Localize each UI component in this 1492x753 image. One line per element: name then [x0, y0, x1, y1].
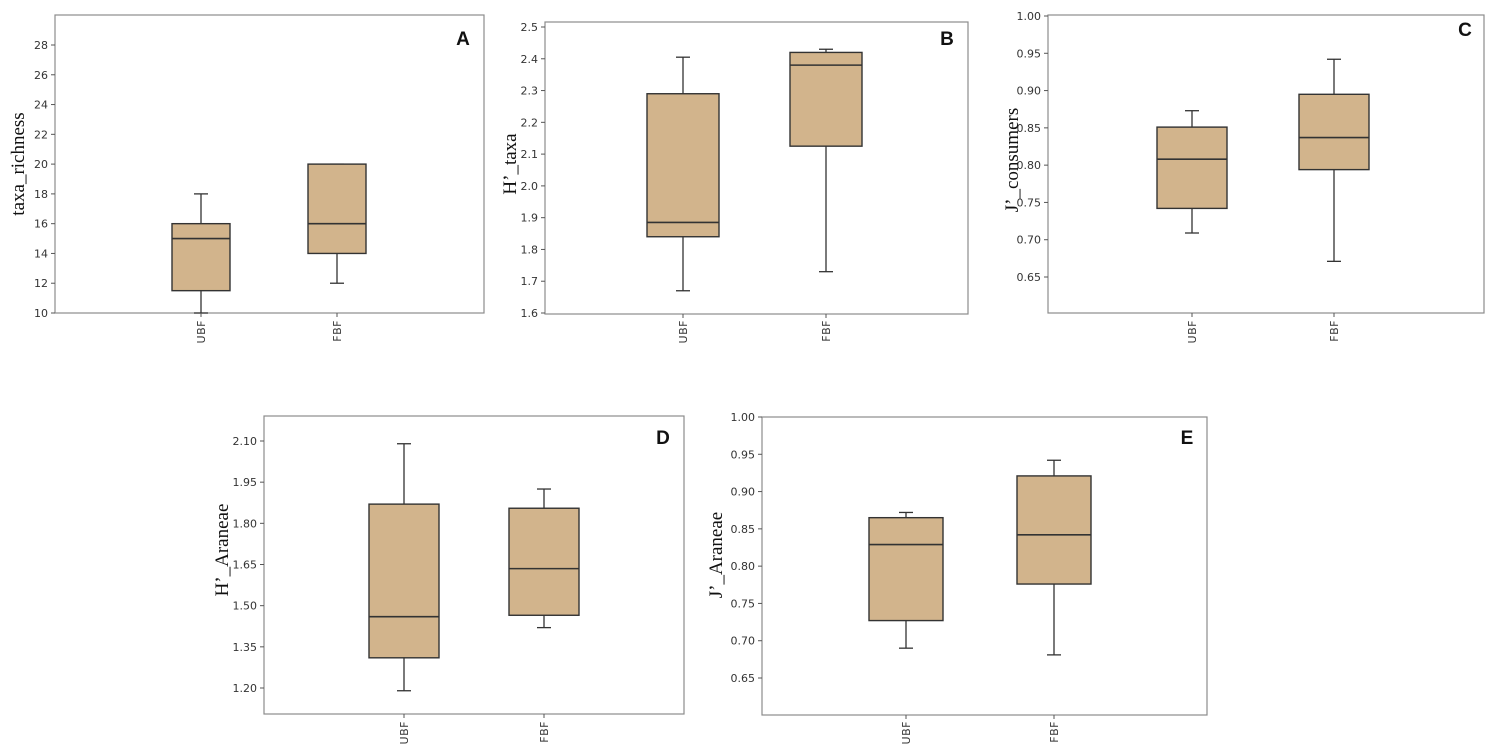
y-tick-label: 0.95: [731, 448, 756, 461]
y-axis-label: J’_consumers: [1002, 108, 1023, 212]
y-tick-label: 0.80: [1017, 159, 1042, 172]
y-tick-label: 1.00: [1017, 10, 1042, 23]
y-tick-label: 2.1: [521, 148, 539, 161]
panel-A: 10 12 14 16 18 20 22 24 26 28 taxa_richness A UBF FBF: [8, 14, 485, 343]
y-tick-label: 1.6: [521, 307, 539, 320]
iqr-box: [1016, 475, 1092, 585]
x-category-label: UBF: [677, 320, 690, 343]
panel-letter: C: [1458, 20, 1472, 41]
iqr-box: [1298, 93, 1370, 171]
y-tick-label: 0.75: [731, 597, 756, 610]
y-tick-label: 1.65: [233, 559, 258, 572]
box-ubf: UBF: [171, 193, 231, 343]
iqr-box: [1156, 126, 1228, 210]
y-tick-label: 1.95: [233, 476, 258, 489]
panel-D: 1.20 1.35 1.50 1.65 1.80 1.95 2.10 H’_Araneae D U…: [212, 415, 685, 744]
x-category-label: FBF: [1048, 721, 1061, 743]
panel-C: 0.65 0.70 0.75 0.80 0.85 0.90 0.95 1.00 J’_consu…: [1002, 10, 1485, 343]
x-category-label: FBF: [1328, 320, 1341, 342]
y-axis-label: J’_Araneae: [706, 512, 727, 599]
panel-letter: D: [656, 428, 670, 449]
y-tick-label: 1.00: [731, 411, 756, 424]
iqr-box: [508, 507, 580, 616]
plot-frame: [544, 21, 969, 315]
x-category-label: UBF: [398, 721, 411, 744]
y-tick-label: 2.3: [521, 85, 539, 98]
plot-frame: [263, 415, 685, 715]
y-tick-label: 16: [34, 218, 48, 231]
y-tick-label: 1.50: [233, 600, 258, 613]
y-tick-label: 26: [34, 69, 48, 82]
y-tick-label: 0.70: [1017, 234, 1042, 247]
y-tick-label: 0.90: [731, 486, 756, 499]
iqr-box: [307, 163, 367, 255]
iqr-box: [646, 93, 720, 238]
y-tick-label: 1.9: [521, 212, 539, 225]
iqr-box: [789, 51, 863, 147]
y-tick-label: 0.95: [1017, 47, 1042, 60]
box-ubf: UBF: [368, 443, 440, 744]
x-category-label: FBF: [820, 320, 833, 342]
y-tick-label: 2.4: [521, 53, 539, 66]
y-tick-label: 0.90: [1017, 85, 1042, 98]
y-axis-label: H’_Araneae: [212, 504, 233, 597]
y-tick-label: 0.65: [731, 672, 756, 685]
y-tick-label: 1.20: [233, 682, 258, 695]
plot-frame: [761, 416, 1208, 716]
iqr-box: [868, 516, 944, 622]
y-axis-label: H’_taxa: [500, 133, 521, 195]
x-category-label: FBF: [331, 320, 344, 342]
y-tick-label: 2.2: [521, 116, 539, 129]
box-ubf: UBF: [646, 56, 720, 343]
y-tick-label: 0.80: [731, 560, 756, 573]
iqr-box: [171, 222, 231, 292]
x-category-label: UBF: [900, 721, 913, 744]
y-tick-label: 14: [34, 247, 48, 260]
panel-letter: B: [940, 29, 954, 50]
box-ubf: UBF: [1156, 110, 1228, 343]
box-fbf: FBF: [1016, 459, 1092, 743]
y-tick-label: 0.85: [1017, 122, 1042, 135]
panel-letter: A: [456, 29, 470, 50]
y-tick-label: 0.75: [1017, 196, 1042, 209]
y-tick-label: 1.7: [521, 275, 539, 288]
y-tick-label: 1.35: [233, 641, 258, 654]
y-tick-label: 0.85: [731, 523, 756, 536]
plot-frame: [54, 14, 485, 314]
x-category-label: FBF: [538, 721, 551, 743]
y-tick-label: 18: [34, 188, 48, 201]
y-tick-label: 1.80: [233, 517, 258, 530]
box-fbf: FBF: [307, 163, 367, 342]
y-tick-label: 0.70: [731, 635, 756, 648]
y-tick-label: 20: [34, 158, 48, 171]
y-axis-label: taxa_richness: [8, 112, 29, 215]
x-category-label: UBF: [195, 320, 208, 343]
panel-B: 1.6 1.7 1.8 1.9 2.0 2.1 2.2 2.3 2.4 2.5 H’_taxa B UB…: [500, 21, 969, 343]
box-ubf: UBF: [868, 511, 944, 744]
box-fbf: FBF: [1298, 58, 1370, 342]
panel-E: 0.65 0.70 0.75 0.80 0.85 0.90 0.95 1.00 J’_Arane…: [706, 411, 1208, 744]
y-tick-label: 2.10: [233, 435, 258, 448]
box-fbf: FBF: [789, 48, 863, 342]
y-tick-label: 12: [34, 277, 48, 290]
x-category-label: UBF: [1186, 320, 1199, 343]
y-tick-label: 2.5: [521, 21, 539, 34]
y-tick-label: 2.0: [521, 180, 539, 193]
panel-letter: E: [1181, 428, 1194, 449]
y-tick-label: 24: [34, 99, 48, 112]
y-tick-label: 22: [34, 128, 48, 141]
iqr-box: [368, 503, 440, 659]
box-fbf: FBF: [508, 488, 580, 743]
y-tick-label: 28: [34, 39, 48, 52]
plot-frame: [1047, 14, 1485, 314]
y-tick-label: 1.8: [521, 243, 539, 256]
y-tick-label: 0.65: [1017, 271, 1042, 284]
y-tick-label: 10: [34, 307, 48, 320]
